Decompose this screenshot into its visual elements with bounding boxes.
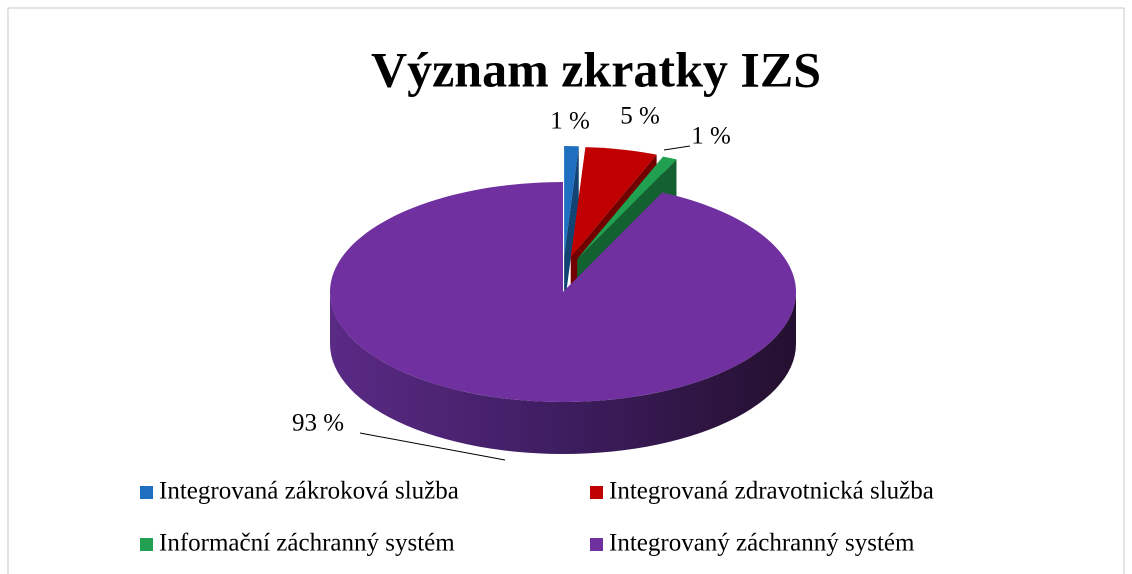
slice-side (330, 292, 796, 454)
slice (577, 156, 677, 259)
value-label: 1 % (691, 123, 731, 150)
chart-title: Význam zkratky IZS (371, 41, 821, 97)
leader-line (359, 432, 506, 461)
value-label: 5 % (620, 103, 660, 130)
slice (570, 147, 657, 257)
value-label: 1 % (550, 108, 590, 135)
legend-swatch (140, 486, 153, 499)
legend-label: Integrovaná zdravotnická služba (609, 478, 934, 505)
legend-swatch (140, 538, 153, 551)
slice-face (564, 146, 579, 309)
value-label: 93 % (292, 410, 344, 437)
legend-label: Integrovaná zákroková služba (159, 478, 459, 505)
slice (330, 181, 797, 403)
legend-label: Integrovaný záchranný systém (609, 530, 915, 557)
slice (564, 146, 579, 257)
leader-line (663, 145, 691, 151)
legend-label: Informační záchranný systém (159, 530, 455, 557)
legend-swatch (590, 486, 603, 499)
legend-swatch (590, 538, 603, 551)
